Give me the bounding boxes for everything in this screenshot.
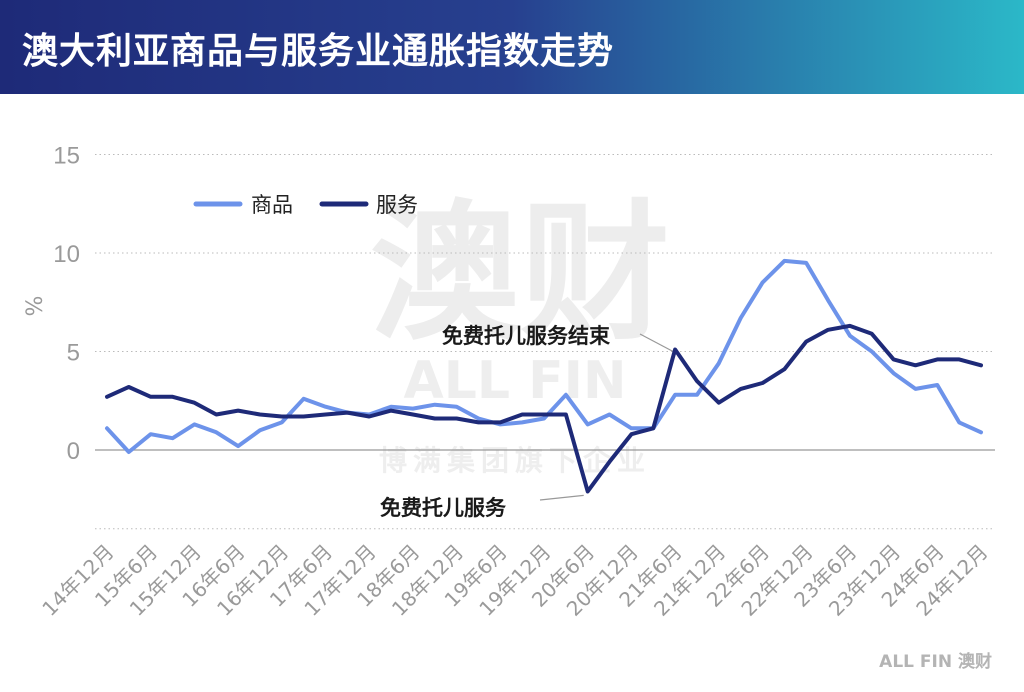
- series-line-goods: [105, 258, 983, 454]
- watermark: 澳财 ALL FIN 博满集团旗下企业: [370, 187, 670, 477]
- series-line-services: [105, 323, 983, 494]
- y-axis-ticks: 0 5 10 15: [53, 143, 80, 466]
- header-banner: 澳大利亚商品与服务业通胀指数走势: [0, 0, 1024, 94]
- watermark-brand-en: ALL FIN: [403, 351, 626, 411]
- annotation-leader-childcare-end: [639, 333, 674, 353]
- y-tick-label-10: 10: [53, 241, 80, 268]
- x-axis-ticks: 14年12月15年6月15年12月16年6月16年12月17年6月17年12月1…: [37, 540, 992, 621]
- y-tick-label-15: 15: [53, 143, 80, 170]
- watermark-brand-cn: 澳财: [370, 187, 670, 361]
- y-tick-label-5: 5: [67, 340, 80, 367]
- grid: [95, 154, 995, 530]
- series-layer: [105, 258, 983, 494]
- annotation-free-childcare: 免费托儿服务: [380, 496, 507, 520]
- y-tick-label-0: 0: [67, 438, 80, 465]
- annotation-childcare-end: 免费托儿服务结束: [442, 324, 611, 348]
- legend: 商品 服务: [193, 193, 418, 217]
- y-axis-label: %: [23, 296, 48, 317]
- legend-label-services: 服务: [376, 193, 418, 217]
- footer-logo: ALL FIN 澳财: [879, 652, 992, 672]
- annotation-leader-free-childcare: [539, 494, 584, 501]
- legend-label-goods: 商品: [251, 193, 293, 217]
- page-title: 澳大利亚商品与服务业通胀指数走势: [22, 31, 615, 72]
- annotation-leaders: [539, 333, 674, 501]
